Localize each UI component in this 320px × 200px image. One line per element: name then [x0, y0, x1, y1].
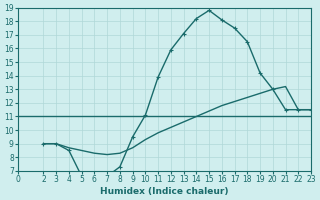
X-axis label: Humidex (Indice chaleur): Humidex (Indice chaleur) [100, 187, 229, 196]
